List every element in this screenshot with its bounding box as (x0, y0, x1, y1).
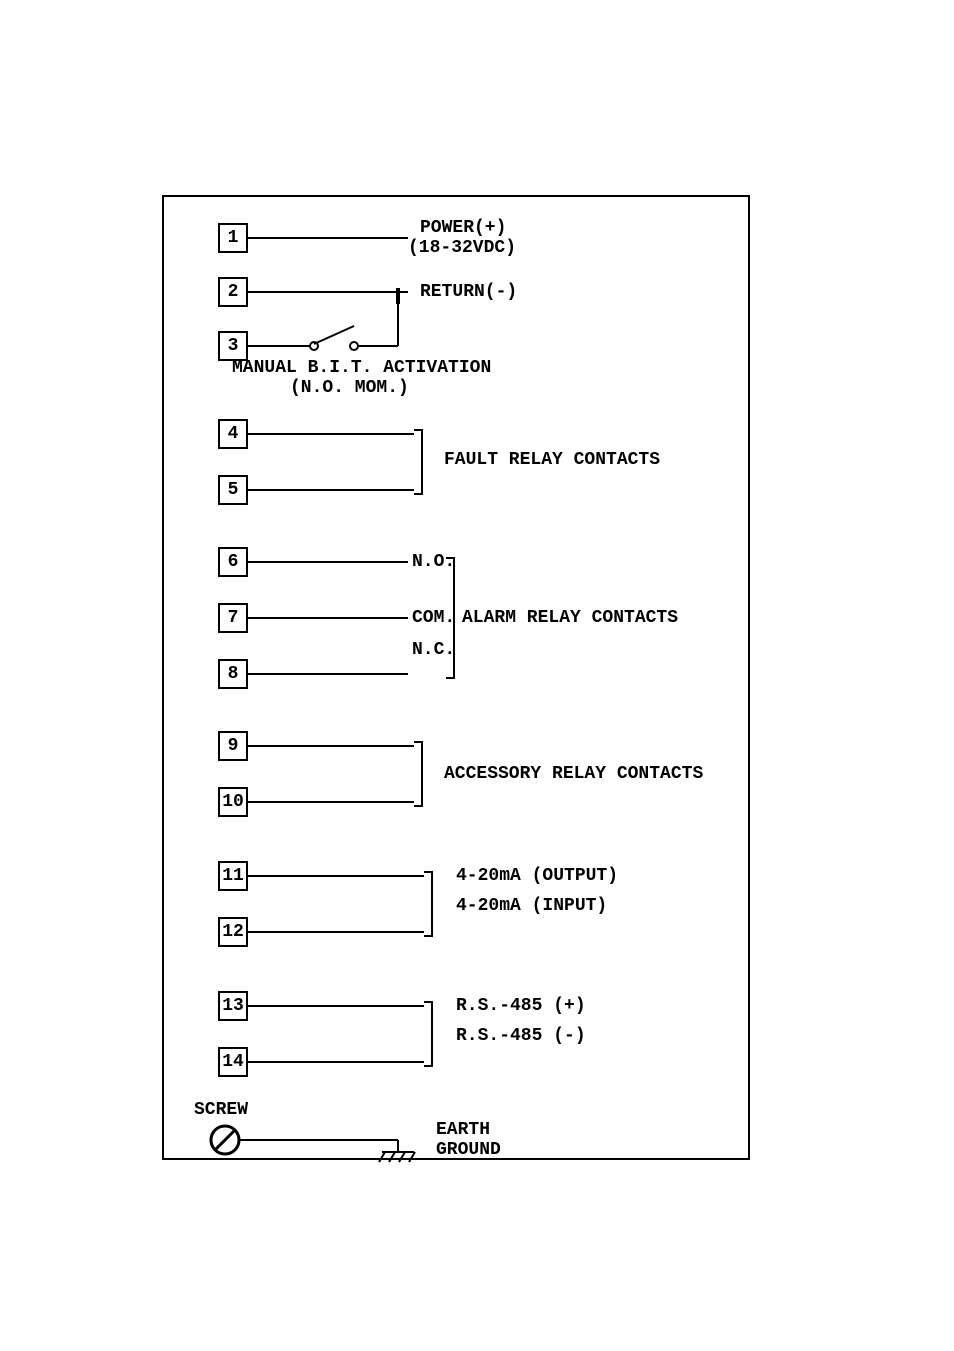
earth-label: EARTH (436, 1120, 490, 1140)
screw-label: SCREW (194, 1100, 248, 1120)
com-label: COM. (412, 608, 455, 628)
rs485-minus-label: R.S.-485 (-) (456, 1026, 586, 1046)
terminal-2: 2 (218, 277, 248, 307)
ground-label: GROUND (436, 1140, 501, 1160)
terminal-6: 6 (218, 547, 248, 577)
terminal-1: 1 (218, 223, 248, 253)
bit-label-2: (N.O. MOM.) (290, 378, 409, 398)
no-label: N.O. (412, 552, 455, 572)
terminal-14: 14 (218, 1047, 248, 1077)
terminal-8: 8 (218, 659, 248, 689)
bit-label-1: MANUAL B.I.T. ACTIVATION (232, 358, 491, 378)
return-label: RETURN(-) (420, 282, 517, 302)
terminal-4: 4 (218, 419, 248, 449)
alarm-relay-label: ALARM RELAY CONTACTS (462, 608, 678, 628)
420ma-input-label: 4-20mA (INPUT) (456, 896, 607, 916)
power-sub-label: (18-32VDC) (408, 238, 516, 258)
power-label: POWER(+) (420, 218, 506, 238)
wiring-diagram: 1234567891011121314 (0, 0, 954, 1351)
terminal-12: 12 (218, 917, 248, 947)
accessory-relay-label: ACCESSORY RELAY CONTACTS (444, 764, 703, 784)
420ma-output-label: 4-20mA (OUTPUT) (456, 866, 618, 886)
terminal-5: 5 (218, 475, 248, 505)
terminal-9: 9 (218, 731, 248, 761)
terminal-13: 13 (218, 991, 248, 1021)
rs485-plus-label: R.S.-485 (+) (456, 996, 586, 1016)
terminal-3: 3 (218, 331, 248, 361)
terminal-11: 11 (218, 861, 248, 891)
nc-label: N.C. (412, 640, 455, 660)
fault-relay-label: FAULT RELAY CONTACTS (444, 450, 660, 470)
terminal-10: 10 (218, 787, 248, 817)
terminal-7: 7 (218, 603, 248, 633)
